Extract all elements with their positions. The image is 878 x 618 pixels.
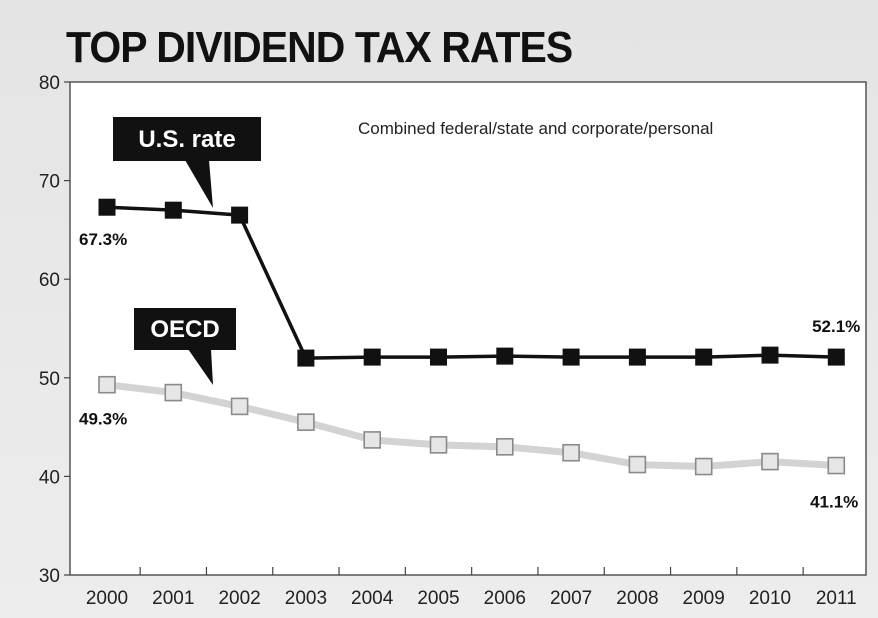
y-tick-label: 80 [39,73,60,94]
data-point [430,348,447,366]
data-point [98,198,116,216]
data-point [761,346,779,364]
y-tick-label: 40 [39,467,60,488]
y-tick-label: 60 [39,270,60,291]
callout-box [113,117,261,161]
data-point [363,348,381,366]
x-tick-label: 2002 [218,588,260,609]
callout-box [134,308,236,350]
callout-label: U.S. rate [138,126,235,153]
data-label: 52.1% [812,317,860,336]
x-tick-label: 2000 [86,588,128,609]
data-label: 49.3% [79,410,127,429]
data-point [628,348,646,366]
data-point [562,348,580,366]
x-tick-label: 2007 [550,588,592,609]
data-point [695,348,713,366]
data-point [827,348,845,366]
callout-pointer [185,160,213,208]
x-tick-label: 2004 [351,588,394,609]
data-point [495,438,514,456]
series-u-s-rate [98,198,845,367]
series-line [103,381,840,471]
data-point [164,201,182,219]
data-point [562,443,580,462]
callout-label: OECD [150,316,219,343]
data-point [761,452,779,471]
x-tick-label: 2006 [484,588,526,609]
legend-callouts: U.S. rate OECD [113,117,261,385]
x-tick-label: 2009 [683,588,725,609]
data-point [827,456,846,475]
callout-pointer [188,349,213,385]
x-tick-label: 2010 [749,588,791,609]
x-tick-label: 2001 [152,588,194,609]
x-axis: 2000 2001 2002 2003 2004 2005 2006 2007 2008 2009… [86,567,857,609]
x-tick-label: 2008 [616,588,658,609]
data-point [230,397,249,416]
x-tick-label: 2011 [816,588,857,609]
data-point [429,436,448,454]
y-tick-label: 50 [39,369,60,390]
y-tick-label: 30 [39,566,60,587]
data-label: 67.3% [79,230,127,249]
data-point [363,431,382,449]
series-layer [98,198,846,476]
data-point [694,457,713,476]
data-labels: 67.3% 52.1% 49.3% 41.1% [79,230,860,511]
series-line [106,205,837,360]
data-point [297,413,315,431]
x-tick-label: 2005 [417,588,459,609]
data-point [628,455,647,474]
x-tick-label: 2003 [285,588,327,609]
chart-subtitle: Combined federal/state and corporate/per… [358,119,713,138]
y-axis: 30 40 50 60 70 80 [39,73,70,587]
data-label: 41.1% [810,493,858,512]
legend-callout: U.S. rate [113,117,261,208]
chart-title: TOP DIVIDEND TAX RATES [66,23,573,72]
data-point [98,375,116,394]
data-point [496,347,514,365]
data-point [231,206,249,224]
data-point [297,349,315,367]
series-oecd [98,375,846,476]
legend-callout: OECD [134,308,236,385]
data-point [164,383,183,402]
y-tick-label: 70 [39,172,60,193]
